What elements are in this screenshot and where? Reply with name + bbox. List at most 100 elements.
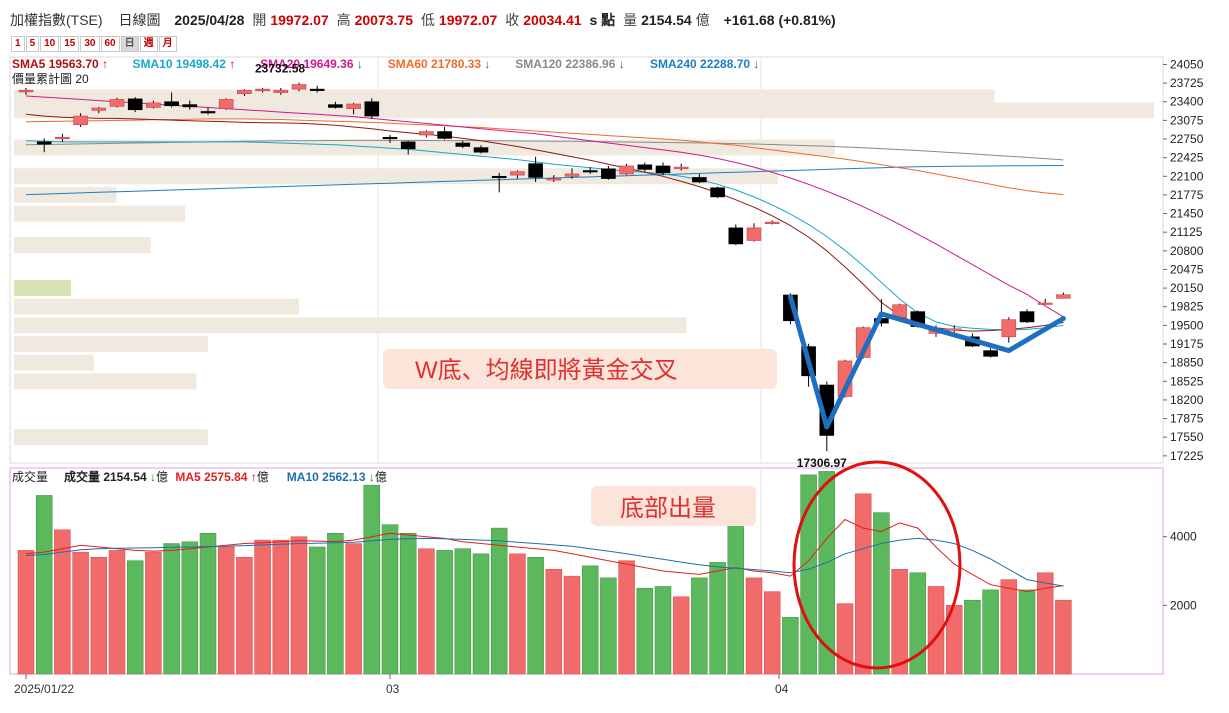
volume-bar	[800, 474, 817, 675]
profile-bar	[14, 354, 94, 371]
period-1-button[interactable]: 1	[11, 36, 25, 52]
period-15-button[interactable]: 15	[60, 36, 80, 52]
ma-legend-arrow: ↓	[753, 57, 759, 71]
candle-body	[382, 136, 398, 140]
candle-body	[764, 221, 780, 224]
candle-body	[528, 163, 543, 178]
candle-body	[309, 88, 325, 91]
candle	[728, 224, 744, 246]
price-tick-label: 17875	[1170, 412, 1204, 426]
profile-bar	[14, 205, 185, 222]
volume-bar	[418, 548, 435, 675]
volume-legend-arrow: ↑	[251, 470, 257, 484]
volume-legend-item: MA10 2562.13 ↓億	[287, 470, 387, 484]
moving-average-lines	[25, 95, 1064, 332]
volume-bar	[381, 524, 399, 675]
date-axis: 2025/01/22 03 04	[14, 674, 789, 696]
candle-body	[473, 147, 489, 153]
candle-body	[18, 89, 34, 93]
candle-body	[582, 170, 598, 173]
volume-bar	[181, 541, 199, 675]
date-tick-label: 04	[775, 682, 789, 696]
candle	[1019, 309, 1035, 324]
ma-legend-item: SMA5 19563.70 ↑	[12, 57, 108, 71]
volume-tick-label: 2000	[1170, 598, 1197, 612]
candle	[1001, 317, 1017, 343]
candle-body	[164, 101, 179, 107]
volume-bar	[1055, 599, 1072, 675]
volume-bar	[927, 586, 945, 675]
candle-body	[109, 99, 125, 107]
volume-bar	[126, 560, 144, 675]
volume-highlight-circle	[792, 460, 962, 670]
candle	[619, 163, 634, 176]
volume-bar	[345, 543, 362, 675]
price-tick-label: 20475	[1170, 262, 1204, 276]
candle-body	[255, 88, 270, 92]
period-5-button[interactable]: 5	[25, 36, 40, 52]
candle-body	[237, 89, 252, 95]
candle	[710, 186, 725, 199]
volume-bar	[873, 512, 890, 675]
vol_ma5-line	[25, 518, 1064, 593]
volume-bar	[454, 548, 472, 675]
candle	[764, 220, 780, 225]
candle	[91, 106, 107, 114]
volume-bar	[545, 569, 563, 675]
high-label: 高	[336, 12, 351, 28]
ma240-line	[25, 165, 1064, 196]
candle-body	[346, 103, 361, 109]
ma-legend-item: SMA120 22386.96 ↓	[515, 57, 624, 71]
candle	[582, 167, 598, 174]
volume-bar	[782, 617, 799, 675]
period-week-button[interactable]: 週	[139, 36, 158, 52]
profile-bar	[14, 186, 117, 203]
volume-bar	[964, 599, 981, 675]
candle	[255, 87, 270, 93]
volume-bar	[854, 493, 872, 675]
volume-bar	[145, 551, 162, 675]
ma-legend-arrow: ↓	[357, 57, 363, 71]
volume-legend-arrow: ↓	[150, 470, 156, 484]
w-bottom-callout-text: W底、均線即將黃金交叉	[415, 357, 678, 384]
ma-legend-item: SMA60 21780.33 ↓	[388, 57, 491, 71]
price-panel-border	[9, 56, 1164, 464]
volume-bar	[527, 557, 544, 675]
candle	[127, 97, 143, 113]
profile-bar	[14, 429, 208, 446]
price-tick-label: 24050	[1170, 57, 1204, 71]
period-10-button[interactable]: 10	[40, 36, 60, 52]
candle	[164, 92, 179, 108]
volume-bar	[1000, 579, 1018, 675]
candle-body	[655, 165, 671, 174]
candle-body	[983, 350, 998, 357]
volume-bar	[672, 596, 690, 675]
period-day-button[interactable]: 日	[120, 36, 139, 52]
volume-bar	[308, 546, 326, 675]
w-bottom-callout-box	[383, 349, 777, 389]
candle	[309, 85, 325, 93]
candle-body	[491, 175, 507, 179]
candle-body	[1037, 302, 1053, 305]
volume-bar	[982, 589, 999, 675]
price-tick-label: 23400	[1170, 95, 1204, 109]
ma60-line	[25, 118, 1064, 196]
period-60-button[interactable]: 60	[100, 36, 120, 52]
ma-legend-item: SMA240 22288.70 ↓	[650, 57, 759, 71]
period-month-button[interactable]: 月	[158, 36, 177, 52]
high-price-marker: 23732.58	[255, 62, 305, 76]
volume-bar	[35, 495, 53, 675]
candle-body	[328, 104, 343, 108]
candle	[419, 130, 434, 138]
volume-bar	[54, 529, 71, 675]
volume-bar	[763, 591, 781, 675]
price-tick-label: 22425	[1170, 151, 1204, 165]
candle-body	[437, 131, 452, 139]
period-30-button[interactable]: 30	[80, 36, 100, 52]
volume-legend-unit: 億	[156, 470, 168, 484]
volume-bar	[509, 553, 526, 675]
w-pattern-line	[787, 294, 1066, 430]
volume-bar	[563, 575, 581, 675]
candle	[473, 145, 489, 154]
